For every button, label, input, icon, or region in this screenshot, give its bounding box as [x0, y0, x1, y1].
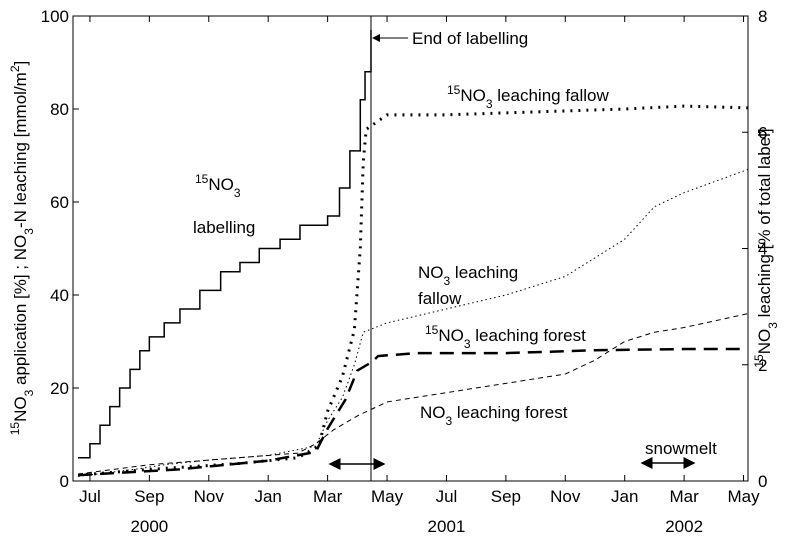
- y-tick-label: 0: [60, 472, 69, 491]
- text-part: 15: [8, 422, 22, 436]
- annotation: 15NO3: [195, 172, 241, 200]
- text-part: leaching forest: [471, 326, 587, 345]
- x-tick-label: May: [727, 487, 760, 506]
- text-part: 2: [8, 65, 22, 72]
- annotation: End of labelling: [412, 29, 528, 48]
- y-axis-title: 15NO3 application [%] ; NO3-N leaching […: [8, 61, 36, 436]
- annotation: 15NO3 leaching forest: [425, 323, 586, 351]
- year-label: 2001: [428, 517, 466, 536]
- annotation: NO3 leaching forest: [420, 403, 568, 428]
- text-part: leaching [% of total label]: [755, 128, 774, 322]
- text-part: 3: [22, 389, 36, 396]
- annotation: fallow: [418, 289, 462, 308]
- annotation: labelling: [193, 218, 255, 237]
- text-part: NO: [418, 263, 444, 282]
- series-line: [77, 104, 749, 477]
- x-tick-label: Mar: [313, 487, 343, 506]
- series-line: [77, 347, 748, 477]
- y-tick-label: 80: [50, 100, 69, 119]
- text-part: leaching: [450, 263, 518, 282]
- x-tick-label: Jul: [79, 487, 101, 506]
- text-part: -N leaching [mmol/m: [11, 72, 30, 228]
- text-part: fallow: [418, 289, 462, 308]
- text-part: leaching forest: [452, 403, 568, 422]
- text-part: application [%] ; NO: [11, 235, 30, 390]
- annotation: snowmelt: [645, 439, 717, 458]
- x-tick-label: Sep: [134, 487, 164, 506]
- x-tick-label: Sep: [491, 487, 521, 506]
- y-tick-label: 100: [41, 7, 69, 26]
- x-tick-label: Jan: [254, 487, 281, 506]
- text-part: 3: [22, 228, 36, 235]
- y2-tick-label: 6: [758, 123, 767, 142]
- y2-axis-title: 15NO3 leaching [% of total label]: [752, 128, 780, 367]
- year-label: 2002: [665, 517, 703, 536]
- text-part: leaching fallow: [493, 86, 610, 105]
- text-part: End of labelling: [412, 29, 528, 48]
- x-tick-label: Nov: [550, 487, 581, 506]
- y-tick-label: 60: [50, 193, 69, 212]
- y2-tick-label: 4: [758, 240, 767, 259]
- year-label: 2000: [130, 517, 168, 536]
- text-part: ]: [11, 61, 30, 66]
- annotation: 15NO3 leaching fallow: [447, 83, 610, 111]
- plot-frame: [72, 15, 749, 482]
- x-tick-label: Nov: [194, 487, 225, 506]
- x-tick-label: Jan: [611, 487, 638, 506]
- y-tick-label: 40: [50, 286, 69, 305]
- text-part: snowmelt: [645, 439, 717, 458]
- x-tick-label: May: [371, 487, 404, 506]
- text-part: 15: [425, 323, 439, 337]
- text-part: 3: [444, 274, 451, 288]
- series-line: [77, 313, 749, 475]
- text-part: NO: [755, 329, 774, 355]
- y2-tick-label: 2: [758, 356, 767, 375]
- annotation: NO3 leaching: [418, 263, 518, 288]
- text-part: NO: [460, 86, 486, 105]
- text-part: 3: [446, 414, 453, 428]
- text-part: 3: [486, 97, 493, 111]
- text-part: NO: [438, 326, 464, 345]
- text-part: 15: [447, 83, 461, 97]
- text-part: NO: [420, 403, 446, 422]
- text-part: labelling: [193, 218, 255, 237]
- text-part: 3: [464, 337, 471, 351]
- x-tick-label: Jul: [436, 487, 458, 506]
- x-tick-label: Mar: [669, 487, 699, 506]
- y2-tick-label: 8: [758, 7, 767, 26]
- y-tick-label: 20: [50, 379, 69, 398]
- text-part: 15: [752, 354, 766, 368]
- y2-tick-label: 0: [758, 472, 767, 491]
- text-part: NO: [208, 175, 234, 194]
- series-line: [77, 168, 749, 477]
- text-part: 3: [234, 186, 241, 200]
- text-part: NO: [11, 396, 30, 422]
- series-line: [78, 29, 372, 459]
- text-part: 15: [195, 172, 209, 186]
- text-part: 3: [766, 322, 780, 329]
